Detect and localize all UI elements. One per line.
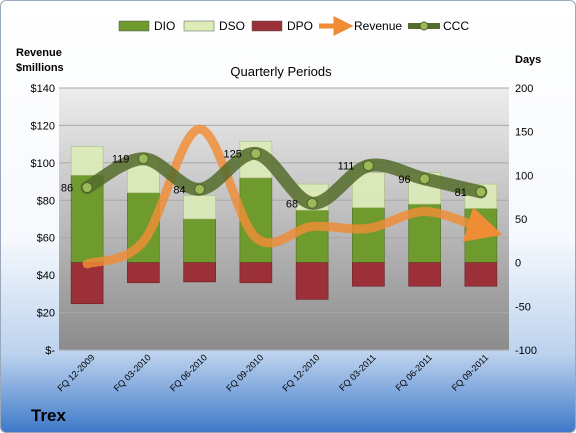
legend-label-dpo: DPO xyxy=(287,19,313,33)
right-axis-tick-label: 50 xyxy=(515,214,527,226)
revenue-point xyxy=(424,211,426,213)
ccc-point xyxy=(419,173,431,185)
ccc-data-label: 96 xyxy=(398,174,410,186)
left-axis-tick-label: $- xyxy=(45,345,55,357)
left-axis-tick-label: $100 xyxy=(31,158,55,170)
legend-swatch-dio xyxy=(118,20,150,32)
category-label: FQ 09-2010 xyxy=(224,352,265,393)
left-axis-tick-label: $80 xyxy=(37,195,55,207)
dpo-bar xyxy=(352,262,385,287)
ccc-point xyxy=(306,197,318,209)
left-axis-tick-label: $40 xyxy=(37,270,55,282)
left-axis-title: $millions xyxy=(16,62,64,74)
dpo-bar xyxy=(70,262,104,305)
dio-bar xyxy=(464,208,498,263)
dpo-bar xyxy=(295,262,329,300)
legend-swatch-dpo xyxy=(251,20,283,32)
dpo-bar xyxy=(183,262,216,283)
right-axis-tick-label: 100 xyxy=(515,170,533,182)
ccc-data-label: 125 xyxy=(224,149,242,161)
revenue-line xyxy=(82,124,503,269)
dpo-bar xyxy=(464,262,498,287)
legend-label-ccc: CCC xyxy=(443,19,469,33)
ccc-data-label: 86 xyxy=(61,183,73,195)
category-label: FQ 12-2010 xyxy=(281,352,322,393)
plot-area xyxy=(59,88,509,350)
dso-bar xyxy=(183,195,216,220)
ccc-point xyxy=(194,183,206,195)
category-label: FQ 03-2011 xyxy=(337,352,378,393)
right-axis-title: Days xyxy=(515,54,541,66)
dso-bar xyxy=(70,146,104,176)
revenue-point xyxy=(311,225,313,227)
left-axis-tick-label: $20 xyxy=(37,308,55,320)
legend-label-revenue: Revenue xyxy=(354,19,402,33)
revenue-point xyxy=(480,227,482,229)
ccc-point xyxy=(137,153,149,165)
ccc-data-label: 81 xyxy=(455,187,467,199)
category-label: FQ 06-2011 xyxy=(393,352,434,393)
dio-bar xyxy=(352,207,385,263)
ccc-point xyxy=(81,182,93,194)
right-axis-tick-label: 150 xyxy=(515,127,533,139)
dso-bar xyxy=(352,172,385,208)
left-axis-tick-label: $60 xyxy=(37,233,55,245)
category-label: FQ 09-2011 xyxy=(450,352,491,393)
right-axis-tick-label: 0 xyxy=(515,258,521,270)
dpo-bar xyxy=(127,262,160,284)
revenue-point xyxy=(142,240,144,242)
left-axis-title: Revenue xyxy=(16,47,62,59)
ccc-data-label: 84 xyxy=(173,184,185,196)
legend-label-dio: DIO xyxy=(154,19,175,33)
category-label: FQ 03-2010 xyxy=(112,352,153,393)
chart-title: Quarterly Periods xyxy=(230,64,332,79)
revenue-point xyxy=(199,128,201,130)
dpo-bar xyxy=(408,262,441,287)
revenue-point xyxy=(367,227,369,229)
legend-swatch-ccc-marker xyxy=(419,21,429,31)
revenue-point xyxy=(255,237,257,239)
ccc-data-label: 111 xyxy=(338,161,355,173)
legend: DIO DSO DPO Revenue CCC xyxy=(118,16,469,36)
ccc-point xyxy=(362,160,374,172)
right-axis-tick-label: 200 xyxy=(515,83,533,95)
ccc-point xyxy=(250,148,262,159)
company-name: Trex xyxy=(31,406,66,425)
legend-label-dso: DSO xyxy=(219,19,245,33)
dio-bar xyxy=(183,218,216,263)
left-axis-tick-label: $140 xyxy=(31,83,55,95)
ccc-data-label: 68 xyxy=(286,198,298,210)
category-label: FQ 12-2009 xyxy=(56,352,97,393)
legend-swatch-dso xyxy=(183,20,215,32)
left-axis-tick-label: $120 xyxy=(31,120,55,132)
ccc-data-label: 119 xyxy=(112,154,130,166)
revenue-point xyxy=(86,263,88,265)
right-axis-tick-label: -100 xyxy=(515,345,537,357)
dio-bar xyxy=(295,209,329,263)
category-label: FQ 06-2010 xyxy=(168,352,209,393)
dpo-bar xyxy=(239,262,273,284)
ccc-point xyxy=(475,186,487,198)
right-axis-tick-label: -50 xyxy=(515,301,531,313)
